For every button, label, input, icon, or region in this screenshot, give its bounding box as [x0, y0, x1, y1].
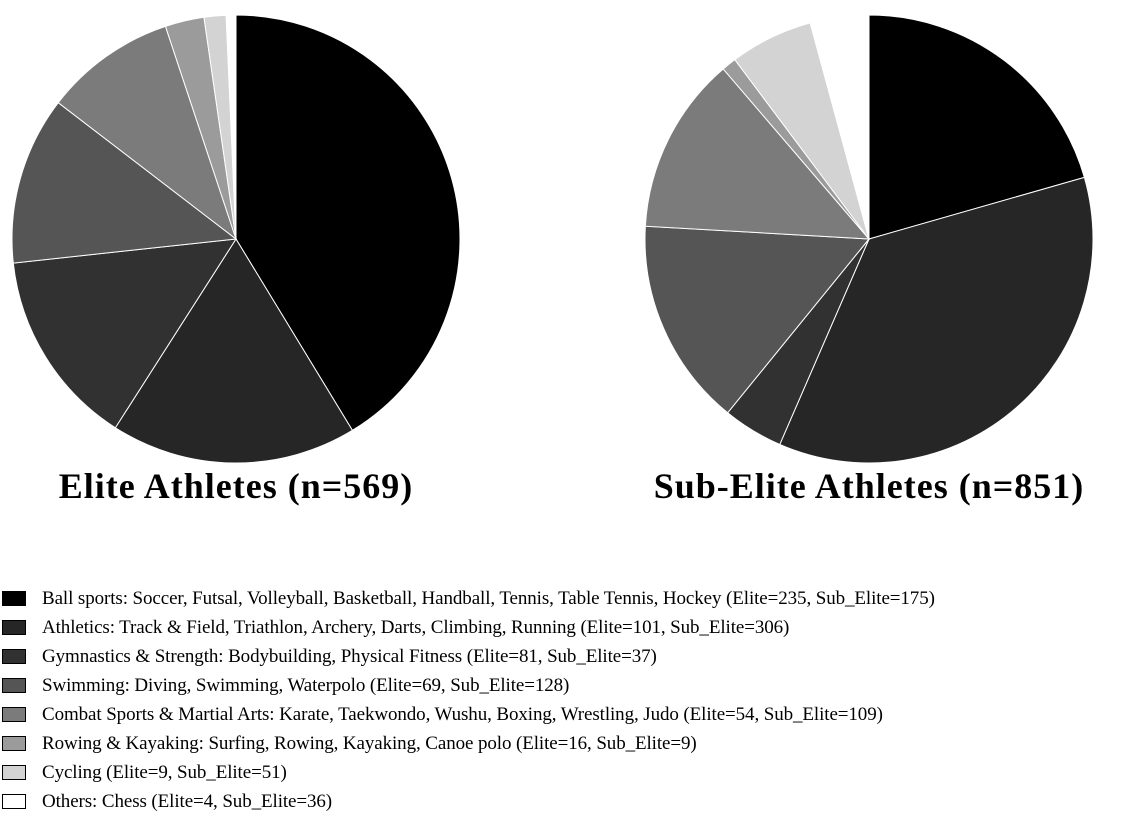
sub-elite-athletes-title: Sub-Elite Athletes (n=851) — [654, 466, 1085, 506]
pie-slice-others — [809, 14, 870, 240]
legend-item-swimming: Swimming: Diving, Swimming, Waterpolo (E… — [2, 671, 1132, 700]
legend-label: Others: Chess (Elite=4, Sub_Elite=36) — [42, 790, 333, 812]
legend-swatch — [2, 620, 26, 635]
sub-elite-athletes-pie — [644, 14, 1094, 464]
legend-item-ball-sports: Ball sports: Soccer, Futsal, Volleyball,… — [2, 584, 1132, 613]
legend-swatch — [2, 765, 26, 780]
pie-slice-combat-sports — [644, 68, 871, 240]
elite-athletes-title: Elite Athletes (n=569) — [59, 466, 413, 506]
legend-label: Swimming: Diving, Swimming, Waterpolo (E… — [42, 674, 570, 696]
legend-label: Gymnastics & Strength: Bodybuilding, Phy… — [42, 645, 657, 667]
pie-slice-combat-sports — [57, 25, 237, 241]
pie-slice-others — [225, 14, 237, 240]
legend-swatch — [2, 736, 26, 751]
pie-slice-swimming — [11, 101, 238, 264]
legend-swatch — [2, 649, 26, 664]
legend-label: Combat Sports & Martial Arts: Karate, Ta… — [42, 703, 883, 725]
legend-item-others: Others: Chess (Elite=4, Sub_Elite=36) — [2, 787, 1132, 816]
legend-label: Athletics: Track & Field, Triathlon, Arc… — [42, 616, 790, 638]
legend-swatch — [2, 678, 26, 693]
legend-item-athletics: Athletics: Track & Field, Triathlon, Arc… — [2, 613, 1132, 642]
pie-slice-swimming — [644, 225, 871, 414]
legend-label: Rowing & Kayaking: Surfing, Rowing, Kaya… — [42, 732, 697, 754]
legend-item-cycling: Cycling (Elite=9, Sub_Elite=51) — [2, 758, 1132, 787]
pie-charts: Elite Athletes (n=569) Sub-Elite Athlete… — [11, 14, 1094, 506]
legend-label: Ball sports: Soccer, Futsal, Volleyball,… — [42, 587, 935, 609]
legend-label: Cycling (Elite=9, Sub_Elite=51) — [42, 761, 287, 783]
pie-slice-ball-sports — [868, 14, 1085, 240]
elite-athletes-pie — [11, 14, 461, 464]
pie-slice-athletics — [114, 238, 354, 464]
pie-slice-ball-sports — [235, 14, 461, 432]
legend-item-gymnastics-strength: Gymnastics & Strength: Bodybuilding, Phy… — [2, 642, 1132, 671]
legend-swatch — [2, 591, 26, 606]
legend-swatch — [2, 707, 26, 722]
legend-item-rowing-kayaking: Rowing & Kayaking: Surfing, Rowing, Kaya… — [2, 729, 1132, 758]
pie-slice-athletics — [779, 176, 1094, 464]
legend: Ball sports: Soccer, Futsal, Volleyball,… — [2, 584, 1132, 816]
legend-item-combat-sports: Combat Sports & Martial Arts: Karate, Ta… — [2, 700, 1132, 729]
pie-slice-gymnastics-strength — [12, 238, 237, 429]
legend-swatch — [2, 794, 26, 809]
